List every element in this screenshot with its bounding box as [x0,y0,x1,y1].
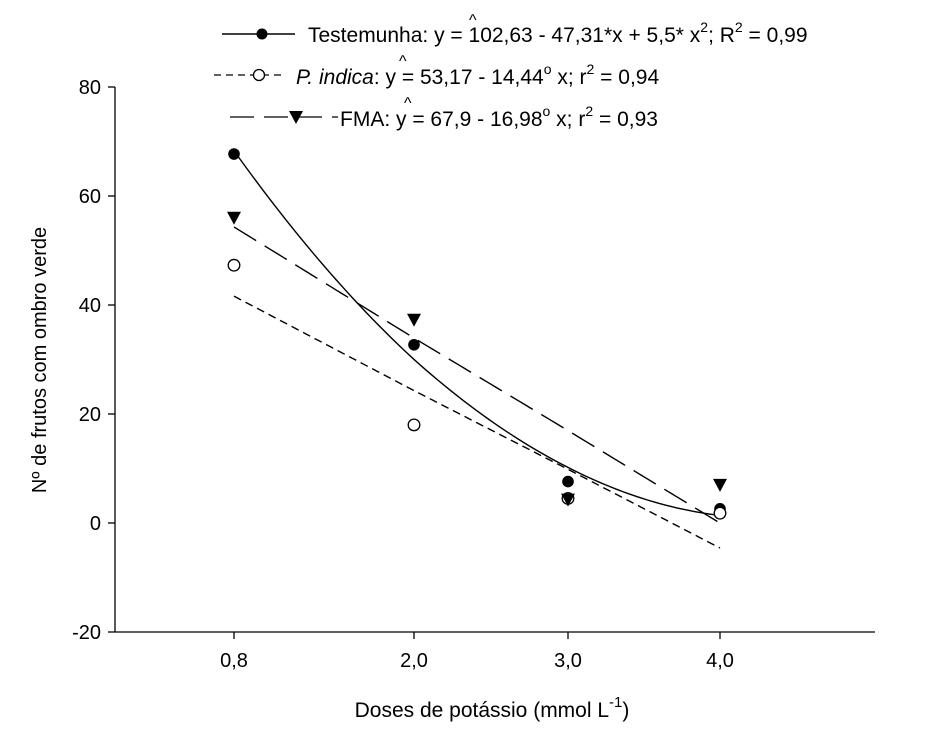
x-axis-title-end: ) [622,699,629,722]
legend-r2-sup-fma: 2 [585,103,593,119]
legend-item-p-indica: P. indica: y = 53,17 - 14,44o x; r2 = 0,… [214,53,659,89]
y-tick-label: 0 [90,513,101,535]
legend-name-testemunha: Testemunha [308,24,423,47]
legend-r2-value-testemunha: = 0,99 [743,24,808,47]
legend-r2-label-p-indica: ; r [568,66,587,89]
x-axis-title: Doses de potássio (mmol L-1) [355,694,630,722]
legend-label-fma: FMA: y = 67,9 - 16,98o x; r2 = 0,93 [340,103,658,131]
point-fma [407,313,421,327]
hat-fma: ^ [404,95,412,112]
y-tick-label: 60 [79,186,101,208]
x-ticks: 0,8 2,0 3,0 4,0 [220,632,734,672]
y-ticks: -20 0 20 40 60 80 [72,77,115,644]
fit-curves [233,150,721,549]
data-markers [227,148,727,520]
point-pindica [407,418,421,432]
legend-item-testemunha: Testemunha: y = 102,63 - 47,31*x + 5,5* … [222,12,808,47]
axes: -20 0 20 40 60 80 0,8 2,0 3,0 4,0 [72,77,875,672]
fit-line-pindica [233,295,721,549]
y-axis-title: Nº de frutos com ombro verde [29,227,51,493]
point-pindica [227,258,241,272]
legend: Testemunha: y = 102,63 - 47,31*x + 5,5* … [214,12,808,131]
legend-name-p-indica: P. indica [296,66,374,89]
x-tick-label: 3,0 [554,650,582,672]
legend-item-fma: FMA: y = 67,9 - 16,98o x; r2 = 0,93 ^ [230,95,658,131]
fit-line-testemunha [233,150,721,517]
y-tick-label: -20 [72,622,101,644]
legend-name-fma: FMA [340,108,384,131]
x-tick-label: 4,0 [706,650,734,672]
y-tick-label: 80 [79,77,101,99]
x-tick-label: 2,0 [400,650,428,672]
x-axis-title-sup: -1 [609,694,622,711]
legend-eq-sup-fma: o [543,103,551,119]
fit-line-fma [233,226,721,524]
legend-eq-fma: y = 67,9 - 16,98 [396,108,543,131]
x-axis-title-text: Doses de potássio (mmol L [355,699,609,722]
legend-eq-sup-testemunha: 2 [700,19,708,35]
legend-eq-testemunha: y = 102,63 - 47,31*x + 5,5* x [434,24,701,47]
y-tick-label: 20 [79,404,101,426]
legend-marker-testemunha [256,28,268,40]
legend-eq-after-fma: x [550,108,567,131]
legend-r2-label-testemunha: ; R [708,24,735,47]
legend-eq-sup-p-indica: o [544,61,552,77]
legend-r2-value-fma: = 0,93 [593,108,658,131]
point-fma [713,478,727,492]
point-fma [561,493,575,507]
point-testemunha [228,148,240,160]
point-fma [227,211,241,225]
hat-p-indica: ^ [399,53,407,70]
legend-r2-value-p-indica: = 0,94 [594,66,659,89]
y-tick-label: 40 [79,295,101,317]
legend-r2-sup-testemunha: 2 [735,19,743,35]
point-testemunha [408,338,420,351]
hat-testemunha: ^ [469,12,477,29]
point-testemunha [562,475,574,488]
legend-marker-fma [289,111,303,124]
legend-marker-p-indica [252,68,266,82]
legend-r2-sup-p-indica: 2 [587,61,595,77]
legend-eq-after-p-indica: x [552,66,569,89]
legend-label-testemunha: Testemunha: y = 102,63 - 47,31*x + 5,5* … [308,19,808,47]
x-tick-label: 0,8 [220,650,248,672]
point-pindica [713,506,727,520]
legend-label-p-indica: P. indica: y = 53,17 - 14,44o x; r2 = 0,… [296,61,659,89]
legend-r2-label-fma: ; r [567,108,586,131]
legend-eq-p-indica: y = 53,17 - 14,44 [386,66,545,89]
